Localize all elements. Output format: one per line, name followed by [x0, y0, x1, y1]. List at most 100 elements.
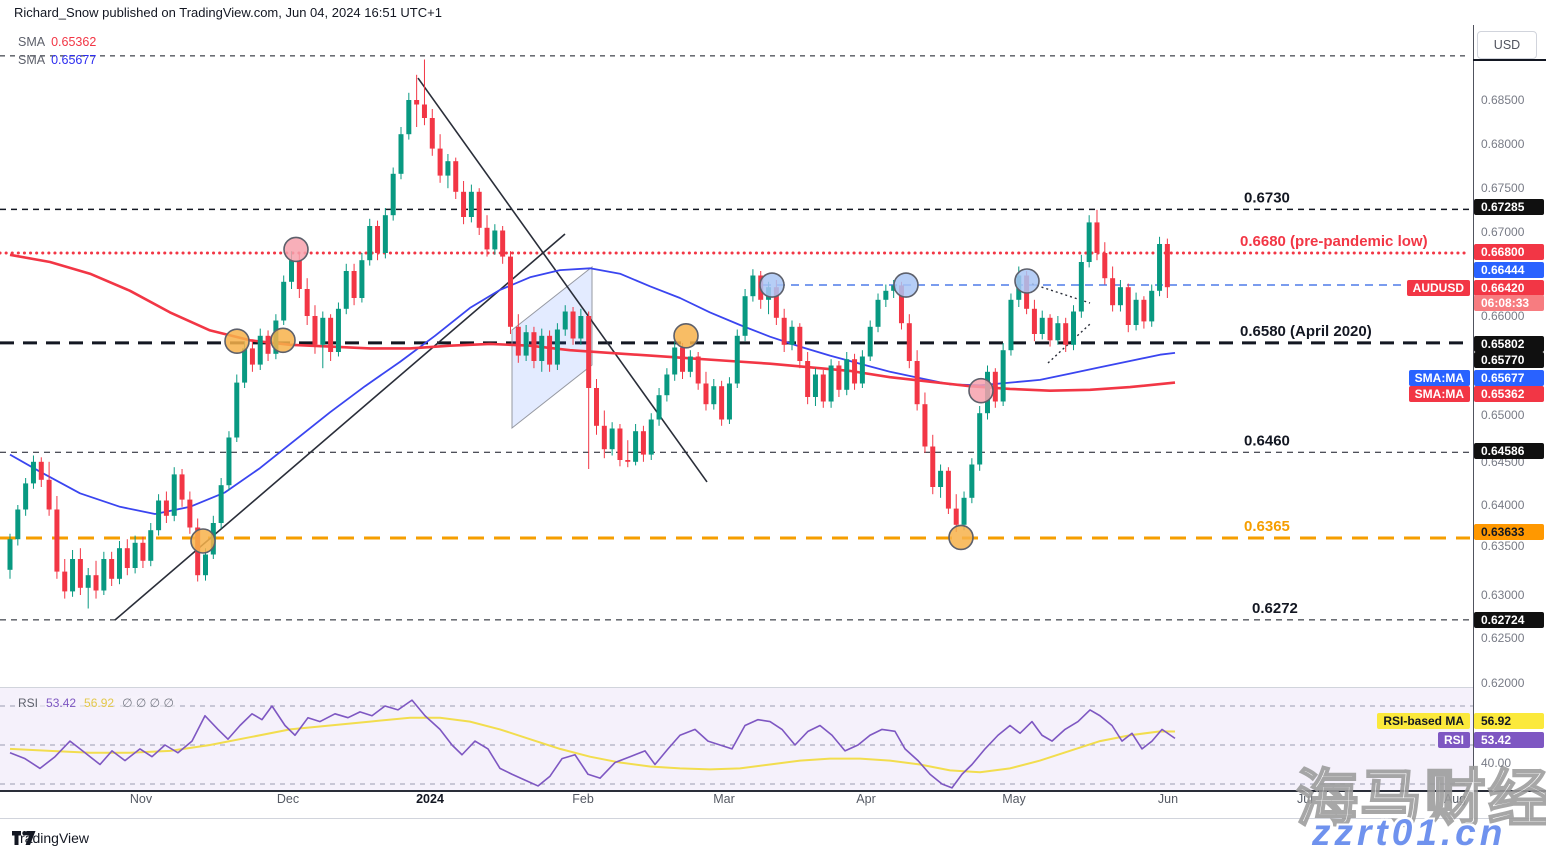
price-axis-tick: 40.00	[1481, 756, 1512, 770]
candle-body	[1008, 299, 1014, 351]
candle-body	[187, 499, 193, 528]
time-axis-label: Jul	[1297, 792, 1313, 806]
rsi-legend[interactable]: RSI 53.42 56.92 ∅ ∅ ∅ ∅	[16, 696, 176, 710]
candle-body	[1055, 323, 1061, 341]
candle-body	[70, 559, 76, 592]
candle-body	[38, 461, 44, 480]
candle-body	[609, 428, 615, 450]
candle-body	[742, 296, 748, 336]
time-axis[interactable]: Nov Dec 2024 Feb Mar Apr May Jun Jul Aug	[0, 792, 1546, 818]
orange-circle-marker	[190, 528, 216, 554]
price-level-label: 0.6680 (pre-pandemic low)	[1240, 233, 1428, 250]
candle-body	[304, 289, 310, 316]
candle-body	[852, 359, 858, 384]
candle-body	[844, 359, 850, 390]
candle-body	[578, 316, 584, 339]
candle-body	[1125, 287, 1131, 325]
price-axis-tick: 0.63500	[1481, 539, 1525, 553]
rsi-pane-background	[0, 687, 1473, 790]
candle-body	[836, 365, 842, 390]
candle-body	[249, 348, 255, 365]
candle-body	[523, 332, 529, 356]
publish-line: Richard_Snow published on TradingView.co…	[14, 5, 442, 20]
candle-body	[726, 383, 732, 420]
candle-body	[859, 356, 865, 384]
candle-body	[7, 539, 13, 570]
rsi-label: RSI	[18, 696, 39, 710]
candle-body	[883, 290, 889, 300]
candle-body	[390, 173, 396, 216]
axis-side-label: SMA:MA	[1408, 370, 1470, 386]
candle-body	[124, 548, 130, 568]
candle-body	[594, 388, 599, 426]
candle-body	[281, 281, 287, 321]
sma-legend-1[interactable]: SMA 0.65362	[18, 35, 96, 49]
orange-circle-marker	[224, 328, 250, 355]
candle-body	[750, 275, 756, 297]
candle-body	[570, 311, 576, 339]
currency-toggle-button[interactable]: USD	[1477, 31, 1537, 59]
price-axis-badge: 53.42	[1474, 732, 1544, 748]
candle-body	[695, 356, 701, 384]
price-axis-tick: 0.68500	[1481, 93, 1525, 107]
price-axis-badge: 0.62724	[1474, 612, 1544, 628]
candle-body	[492, 230, 498, 250]
axis-side-label: RSI-based MA	[1377, 713, 1470, 729]
candle-body	[1039, 317, 1045, 334]
tradingview-attribution[interactable]: TradingView	[12, 830, 89, 846]
price-axis-border	[1473, 25, 1474, 818]
sma-label: SMA	[18, 53, 46, 67]
candle-body	[1102, 253, 1108, 279]
candle-body	[132, 542, 138, 568]
time-axis-label: Aug	[1443, 792, 1467, 806]
pane-separator[interactable]	[0, 790, 1546, 792]
candle-body	[867, 326, 873, 357]
candle-body	[672, 347, 678, 375]
candle-body	[461, 191, 467, 217]
rsi-value: 53.42	[46, 696, 77, 710]
candle-body	[930, 446, 936, 487]
candle-body	[601, 425, 607, 450]
watermark-url: zzrt01.cn	[1312, 812, 1507, 853]
price-level-label: 0.6365	[1244, 518, 1290, 535]
sma-label: SMA	[18, 35, 46, 49]
candle-body	[812, 374, 818, 397]
sma-legend-2[interactable]: SMA 0.65677	[18, 53, 96, 67]
axis-side-label: AUDUSD	[1406, 280, 1470, 296]
candle-body	[335, 308, 341, 352]
candle-body	[977, 413, 983, 465]
candle-body	[539, 335, 545, 361]
candle-body	[1047, 317, 1053, 341]
candle-body	[640, 431, 646, 455]
candle-body	[320, 317, 326, 345]
sma-value: 0.65362	[51, 35, 97, 49]
time-axis-label: Mar	[713, 792, 735, 806]
blue-circle-marker	[759, 272, 785, 298]
time-axis-label: Dec	[276, 792, 300, 806]
candle-body	[507, 256, 513, 327]
sma-value: 0.65677	[51, 53, 97, 67]
candle-body	[1031, 308, 1037, 334]
candle-body	[1094, 222, 1100, 253]
candle-body	[625, 460, 631, 462]
candle-body	[54, 509, 60, 572]
candle-body	[656, 395, 662, 420]
candle-body	[23, 483, 29, 510]
orange-circle-marker	[270, 327, 296, 354]
candle-body	[789, 326, 795, 345]
candle-body	[820, 374, 826, 402]
candle-body	[382, 215, 388, 253]
candle-body	[156, 500, 162, 531]
candle-body	[414, 100, 420, 105]
price-axis-badge: 0.64586	[1474, 443, 1544, 459]
candle-body	[234, 382, 240, 438]
time-axis-label: Jun	[1157, 792, 1179, 806]
price-axis-badge: 0.66420	[1474, 280, 1544, 296]
blue-circle-marker	[1014, 268, 1040, 294]
candle-body	[179, 474, 185, 500]
candle-body	[109, 559, 115, 579]
candle-body	[171, 474, 177, 516]
rsi-ma-value: 56.92	[84, 696, 115, 710]
